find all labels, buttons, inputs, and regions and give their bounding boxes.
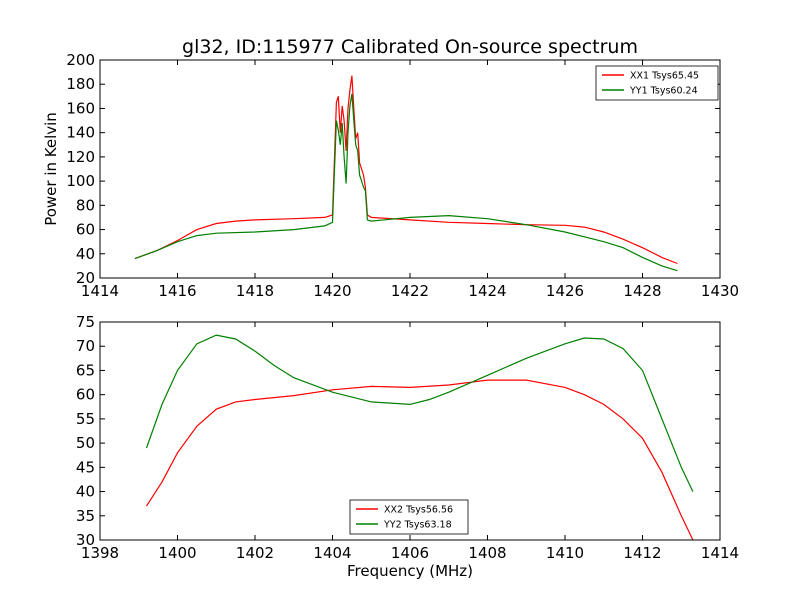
x-tick-label: 1414 — [81, 282, 119, 300]
legend-box — [349, 499, 469, 535]
y-tick-label: 60 — [76, 221, 95, 239]
legend-label: XX1 Tsys65.45 — [630, 71, 699, 82]
series-line-2 — [134, 93, 678, 272]
y-tick-label: 180 — [66, 75, 95, 93]
x-tick-label: 1406 — [391, 544, 429, 562]
x-tick-label: 1400 — [158, 544, 196, 562]
y-tick-label: 40 — [76, 245, 95, 263]
legend-label: YY2 Tsys63.18 — [383, 520, 452, 531]
x-tick-label: 1416 — [158, 282, 196, 300]
y-tick-label: 120 — [66, 148, 95, 166]
y-tick-label: 35 — [76, 507, 95, 525]
y-tick-label: 75 — [76, 313, 95, 331]
chart-title: gl32, ID:115977 Calibrated On-source spe… — [182, 36, 638, 58]
series-line-2 — [145, 334, 694, 492]
legend: XX1 Tsys65.45 YY1 Tsys60.24 — [595, 65, 719, 101]
y-tick-label: 65 — [76, 361, 95, 379]
x-tick-label: 1410 — [546, 544, 584, 562]
x-tick-label: 1426 — [546, 282, 584, 300]
y-axis-label: Power in Kelvin — [42, 112, 60, 226]
y-tick-label: 60 — [76, 386, 95, 404]
series-line-1 — [134, 75, 678, 265]
legend-label: YY1 Tsys60.24 — [629, 86, 698, 97]
y-tick-label: 40 — [76, 483, 95, 501]
series-line-1 — [145, 379, 694, 541]
y-tick-label: 70 — [76, 337, 95, 355]
y-tick-label: 45 — [76, 458, 95, 476]
x-tick-label: 1428 — [623, 282, 661, 300]
y-tick-label: 20 — [76, 269, 95, 287]
legend-label: XX2 Tsys56.56 — [384, 505, 453, 516]
y-tick-label: 55 — [76, 410, 95, 428]
x-tick-label: 1412 — [623, 544, 661, 562]
y-tick-label: 80 — [76, 196, 95, 214]
y-tick-label: 50 — [76, 434, 95, 452]
x-tick-label: 1430 — [701, 282, 739, 300]
y-tick-label: 200 — [66, 51, 95, 69]
x-tick-label: 1418 — [236, 282, 274, 300]
y-tick-label: 140 — [66, 124, 95, 142]
x-tick-label: 1424 — [468, 282, 506, 300]
legend-box — [595, 65, 719, 101]
x-tick-label: 1422 — [391, 282, 429, 300]
y-tick-label: 30 — [76, 531, 95, 549]
y-tick-label: 100 — [66, 172, 95, 190]
x-tick-label: 1402 — [236, 544, 274, 562]
x-tick-label: 1414 — [701, 544, 739, 562]
x-tick-label: 1420 — [313, 282, 351, 300]
legend: XX2 Tsys56.56 YY2 Tsys63.18 — [349, 499, 469, 535]
x-tick-label: 1404 — [313, 544, 351, 562]
y-tick-label: 160 — [66, 99, 95, 117]
top-panel: 1414 1416 1418 1420 1422 1424 1426 1428 1430 20 40… — [42, 51, 739, 300]
bottom-panel: 1398 1400 1402 1404 1406 1408 1410 1412 1414 30 35… — [76, 313, 739, 580]
x-tick-label: 1398 — [81, 544, 119, 562]
x-tick-label: 1408 — [468, 544, 506, 562]
x-axis-label: Frequency (MHz) — [347, 562, 473, 580]
